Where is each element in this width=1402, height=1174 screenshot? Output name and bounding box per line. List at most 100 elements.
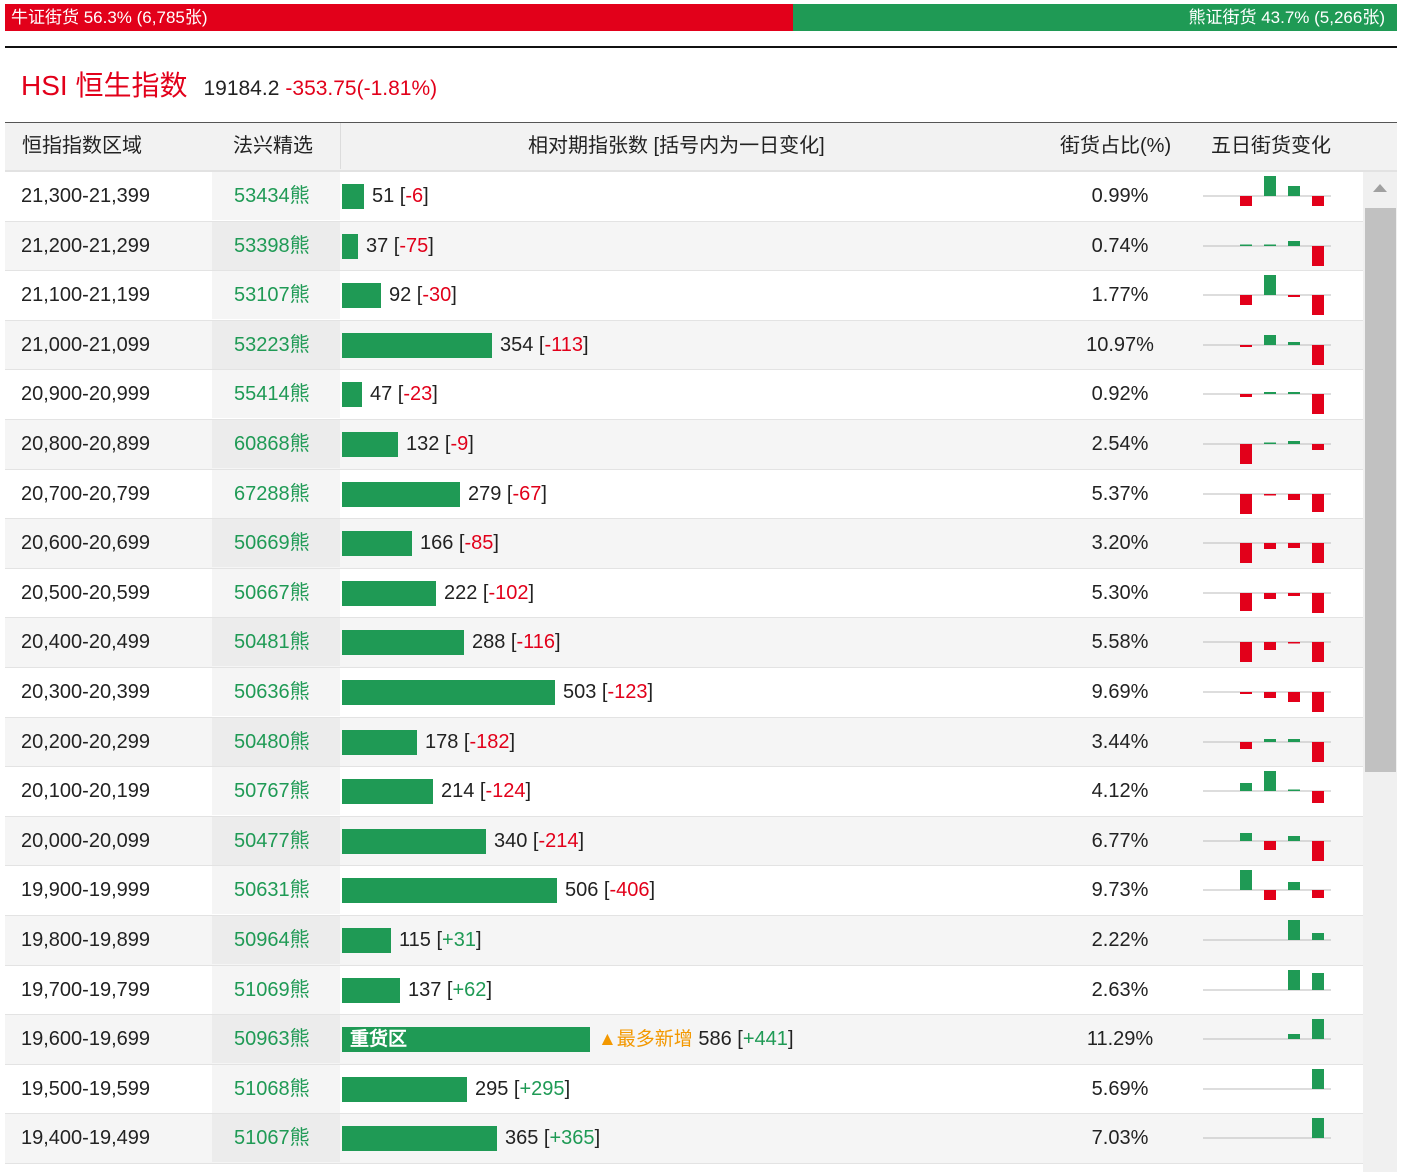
table-row[interactable]: 21,000-21,099 53223熊 354 [-113] 10.97% xyxy=(5,320,1363,371)
pick-cell-bg xyxy=(212,618,340,667)
table-row[interactable]: 19,900-19,999 50631熊 506 [-406] 9.73% xyxy=(5,866,1363,916)
warrant-code-link[interactable]: 51069熊 xyxy=(234,978,310,1001)
pick-cell-bg xyxy=(212,767,340,816)
table-row[interactable]: 21,300-21,399 53434熊 51 [-6] 0.99% xyxy=(5,172,1363,222)
range-cell: 19,400-19,499 xyxy=(21,1127,151,1150)
table-row[interactable]: 20,600-20,699 50669熊 166 [-85] 3.20% xyxy=(5,519,1363,569)
count-value: 214 xyxy=(441,780,475,803)
share-percent: 5.69% xyxy=(1091,1077,1149,1100)
table-row[interactable]: 20,200-20,299 50480熊 178 [-182] 3.44% xyxy=(5,717,1363,768)
table-row[interactable]: 20,700-20,799 67288熊 279 [-67] 5.37% xyxy=(5,469,1363,520)
warrant-code-link[interactable]: 53398熊 xyxy=(234,234,310,257)
warrant-code-link[interactable]: 67288熊 xyxy=(234,482,310,505)
table-row[interactable]: 19,700-19,799 51069熊 137 [+62] 2.63% xyxy=(5,965,1363,1016)
count-bar xyxy=(342,779,433,805)
sparkline-bar xyxy=(1288,240,1300,246)
table-row[interactable]: 20,800-20,899 60868熊 132 [-9] 2.54% xyxy=(5,419,1363,470)
count-text: 365 [+365] xyxy=(505,1127,601,1150)
table-row[interactable]: 19,800-19,899 50964熊 115 [+31] 2.22% xyxy=(5,915,1363,966)
table-row[interactable]: 19,400-19,499 51067熊 365 [+365] 7.03% xyxy=(5,1114,1363,1164)
count-text: 288 [-116] xyxy=(472,631,561,654)
day-change-value: -214 xyxy=(538,829,579,852)
count-bar xyxy=(342,729,417,755)
table-row[interactable]: 20,900-20,999 55414熊 47 [-23] 0.92% xyxy=(5,370,1363,420)
share-percent: 5.30% xyxy=(1091,581,1149,604)
warrant-code-link[interactable]: 55414熊 xyxy=(234,383,310,406)
day-change-value: -406 xyxy=(609,879,650,902)
sparkline-bar xyxy=(1264,176,1276,196)
sparkline-bar xyxy=(1240,295,1252,306)
table-row[interactable]: 20,400-20,499 50481熊 288 [-116] 5.58% xyxy=(5,618,1363,668)
table-row[interactable]: 20,500-20,599 50667熊 222 [-102] 5.30% xyxy=(5,568,1363,619)
five-day-sparkline xyxy=(1203,1118,1331,1139)
count-text: 222 [-102] xyxy=(444,581,535,604)
vertical-scrollbar[interactable] xyxy=(1363,172,1397,1172)
warrant-code-link[interactable]: 50477熊 xyxy=(234,829,310,852)
warrant-code-link[interactable]: 51067熊 xyxy=(234,1127,310,1150)
table-row[interactable]: 20,000-20,099 50477熊 340 [-214] 6.77% xyxy=(5,816,1363,867)
warrant-code-link[interactable]: 50480熊 xyxy=(234,730,310,753)
index-value: 19184.2 xyxy=(203,77,280,100)
warrant-code-link[interactable]: 50636熊 xyxy=(234,680,310,703)
sparkline-bar xyxy=(1312,245,1324,266)
count-text: 178 [-182] xyxy=(425,730,516,753)
scroll-thumb[interactable] xyxy=(1365,208,1396,772)
share-percent: 5.37% xyxy=(1091,482,1149,505)
table-row[interactable]: 21,100-21,199 53107熊 92 [-30] 1.77% xyxy=(5,271,1363,321)
warrant-code-link[interactable]: 50964熊 xyxy=(234,928,310,951)
five-day-sparkline xyxy=(1203,870,1331,901)
sparkline-bar xyxy=(1264,275,1276,296)
sparkline-bar xyxy=(1288,341,1300,345)
sparkline-bar xyxy=(1264,691,1276,698)
day-change-value: -23 xyxy=(403,383,433,406)
warrant-code-link[interactable]: 50481熊 xyxy=(234,631,310,654)
sparkline-bar xyxy=(1312,543,1324,564)
warrant-code-link[interactable]: 50669熊 xyxy=(234,532,310,555)
sparkline-bar xyxy=(1264,442,1276,444)
warrant-code-link[interactable]: 60868熊 xyxy=(234,432,310,455)
table-row[interactable]: 19,600-19,699 50963熊 重货区 ▲最多新增 586 [+441] 11… xyxy=(5,1015,1363,1065)
sparkline-bar xyxy=(1312,196,1324,206)
warrant-code-link[interactable]: 50631熊 xyxy=(234,879,310,902)
sparkline-bar xyxy=(1288,592,1300,596)
sparkline-bar xyxy=(1240,196,1252,206)
sparkline-bar xyxy=(1240,783,1252,792)
day-change-value: +295 xyxy=(519,1077,565,1100)
divider xyxy=(5,122,1397,123)
sparkline-bar xyxy=(1240,741,1252,749)
warrant-code-link[interactable]: 51068熊 xyxy=(234,1077,310,1100)
bull-share-segment: 牛证街货 56.3% (6,785张) xyxy=(5,4,793,31)
count-value: 166 xyxy=(420,532,454,555)
five-day-sparkline xyxy=(1203,969,1331,990)
table-row[interactable]: 20,300-20,399 50636熊 503 [-123] 9.69% xyxy=(5,667,1363,718)
warrant-code-link[interactable]: 53223熊 xyxy=(234,333,310,356)
day-change-value: -102 xyxy=(488,581,529,604)
table-row[interactable]: 19,500-19,599 51068熊 295 [+295] 5.69% xyxy=(5,1064,1363,1115)
count-text: 51 [-6] xyxy=(372,185,429,207)
count-text: ▲最多新增 586 [+441] xyxy=(598,1028,794,1051)
pick-cell-bg xyxy=(212,717,340,766)
pick-cell-bg xyxy=(212,271,340,320)
sparkline-bar xyxy=(1264,738,1276,742)
count-text: 137 [+62] xyxy=(408,978,492,1001)
warrant-code-link[interactable]: 50667熊 xyxy=(234,581,310,604)
range-cell: 20,200-20,299 xyxy=(21,730,151,753)
count-text: 354 [-113] xyxy=(500,333,589,356)
table-row[interactable]: 20,100-20,199 50767熊 214 [-124] 4.12% xyxy=(5,767,1363,817)
five-day-sparkline xyxy=(1203,1068,1331,1090)
warrant-code-link[interactable]: 50767熊 xyxy=(234,780,310,803)
count-text: 340 [-214] xyxy=(494,829,585,852)
five-day-sparkline xyxy=(1203,832,1331,861)
sparkline-bar xyxy=(1264,890,1276,901)
index-name[interactable]: HSI 恒生指数 xyxy=(21,70,188,101)
scroll-up-arrow-icon[interactable] xyxy=(1373,184,1387,192)
share-percent: 2.54% xyxy=(1091,432,1149,455)
count-value: 132 xyxy=(406,432,440,455)
table-row[interactable]: 21,200-21,299 53398熊 37 [-75] 0.74% xyxy=(5,221,1363,272)
sparkline-bar xyxy=(1312,691,1324,712)
warrant-code-link[interactable]: 50963熊 xyxy=(234,1028,310,1051)
count-value: 295 xyxy=(475,1077,509,1100)
day-change-value: -123 xyxy=(607,680,648,703)
warrant-code-link[interactable]: 53434熊 xyxy=(234,185,310,207)
warrant-code-link[interactable]: 53107熊 xyxy=(234,284,310,307)
